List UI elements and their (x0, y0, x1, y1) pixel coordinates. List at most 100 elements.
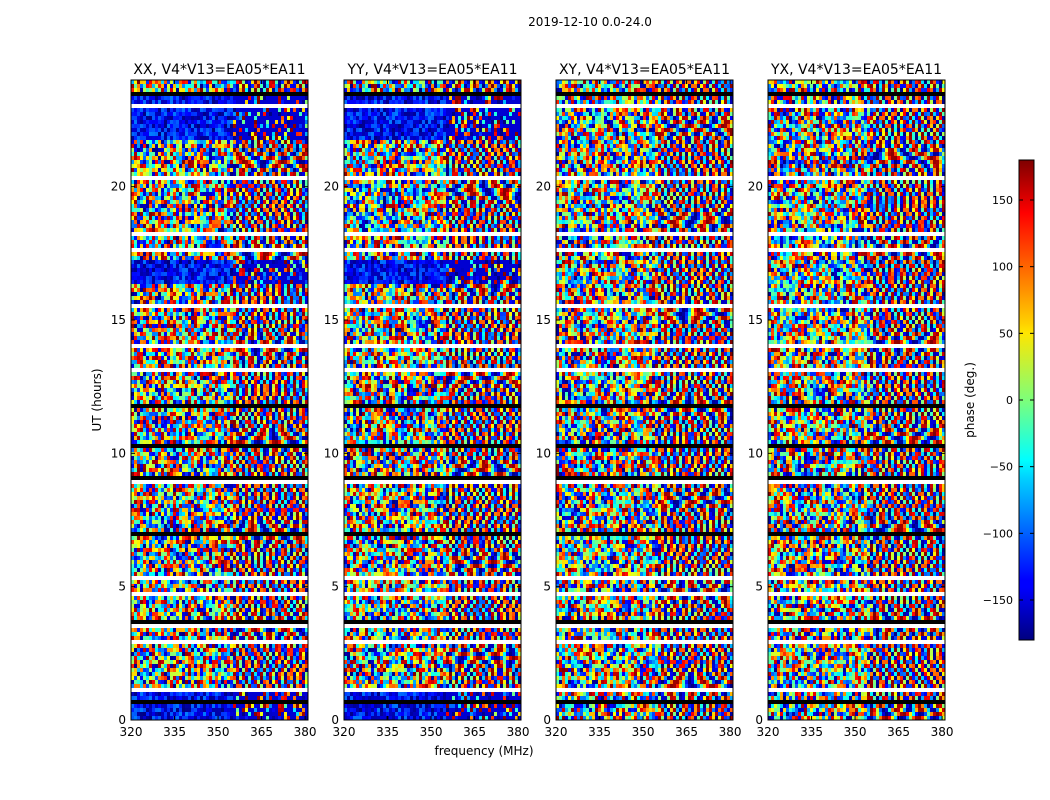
phase-cell (182, 88, 186, 93)
phase-cell (221, 416, 225, 421)
phase-cell (263, 328, 267, 333)
flagged-row (131, 404, 308, 408)
phase-cell (161, 316, 165, 321)
phase-cell (287, 356, 291, 361)
phase-cell (278, 208, 282, 213)
phase-cell (203, 268, 207, 273)
phase-cell (245, 288, 249, 293)
phase-cell (221, 116, 225, 121)
phase-cell (233, 96, 237, 101)
phase-cell (287, 308, 291, 313)
phase-cell (203, 252, 207, 257)
phase-cell (167, 340, 171, 345)
phase-cell (179, 388, 183, 393)
phase-cell (206, 164, 210, 169)
phase-cell (257, 416, 261, 421)
phase-cell (230, 156, 234, 161)
phase-cell (248, 120, 252, 125)
phase-cell (137, 84, 141, 89)
phase-cell (221, 380, 225, 385)
phase-cell (218, 380, 222, 385)
phase-cell (140, 424, 144, 429)
phase-cell (275, 204, 279, 209)
phase-cell (233, 128, 237, 133)
phase-cell (278, 152, 282, 157)
phase-cell (248, 116, 252, 121)
phase-cell (191, 260, 195, 265)
phase-cell (302, 260, 306, 265)
phase-cell (152, 332, 156, 337)
phase-cell (233, 240, 237, 245)
phase-cell (152, 424, 156, 429)
phase-cell (239, 252, 243, 257)
phase-cell (143, 88, 147, 93)
phase-cell (179, 172, 183, 177)
phase-cell (185, 336, 189, 341)
phase-cell (203, 336, 207, 341)
phase-cell (239, 448, 243, 453)
phase-cell (275, 440, 279, 445)
phase-cell (194, 140, 198, 145)
phase-cell (134, 348, 138, 353)
phase-cell (224, 172, 228, 177)
phase-cell (260, 440, 264, 445)
phase-cell (248, 256, 252, 261)
phase-cell (197, 96, 201, 101)
phase-cell (161, 308, 165, 313)
phase-cell (263, 152, 267, 157)
phase-cell (239, 288, 243, 293)
phase-cell (146, 108, 150, 113)
phase-cell (254, 256, 258, 261)
phase-cell (146, 112, 150, 117)
phase-cell (134, 288, 138, 293)
phase-cell (173, 332, 177, 337)
phase-cell (176, 288, 180, 293)
phase-cell (146, 220, 150, 225)
phase-cell (206, 424, 210, 429)
phase-cell (299, 392, 303, 397)
figure-suptitle: 2019-12-10 0.0-24.0 (528, 15, 652, 29)
phase-cell (200, 364, 204, 369)
phase-cell (296, 292, 300, 297)
phase-cell (164, 160, 168, 165)
phase-cell (233, 208, 237, 213)
phase-cell (173, 204, 177, 209)
phase-cell (200, 136, 204, 141)
phase-cell (263, 108, 267, 113)
phase-cell (182, 152, 186, 157)
phase-cell (137, 300, 141, 305)
phase-cell (182, 200, 186, 205)
phase-cell (272, 396, 276, 401)
phase-cell (161, 80, 165, 85)
phase-cell (143, 412, 147, 417)
phase-cell (299, 188, 303, 193)
phase-cell (197, 180, 201, 185)
phase-cell (185, 456, 189, 461)
phase-cell (200, 436, 204, 441)
phase-cell (233, 348, 237, 353)
phase-cell (158, 352, 162, 357)
phase-cell (134, 424, 138, 429)
phase-cell (245, 132, 249, 137)
phase-cell (146, 336, 150, 341)
phase-cell (290, 384, 294, 389)
phase-cell (149, 152, 153, 157)
phase-cell (152, 272, 156, 277)
phase-cell (206, 364, 210, 369)
phase-cell (209, 168, 213, 173)
phase-cell (173, 296, 177, 301)
phase-cell (170, 400, 174, 405)
phase-cell (293, 152, 297, 157)
phase-cell (143, 408, 147, 413)
phase-cell (269, 416, 273, 421)
phase-cell (200, 448, 204, 453)
flagged-row (131, 304, 308, 308)
phase-cell (242, 260, 246, 265)
phase-cell (302, 140, 306, 145)
phase-cell (221, 356, 225, 361)
phase-cell (218, 440, 222, 445)
phase-cell (296, 88, 300, 93)
phase-cell (161, 260, 165, 265)
phase-cell (281, 440, 285, 445)
phase-cell (203, 432, 207, 437)
